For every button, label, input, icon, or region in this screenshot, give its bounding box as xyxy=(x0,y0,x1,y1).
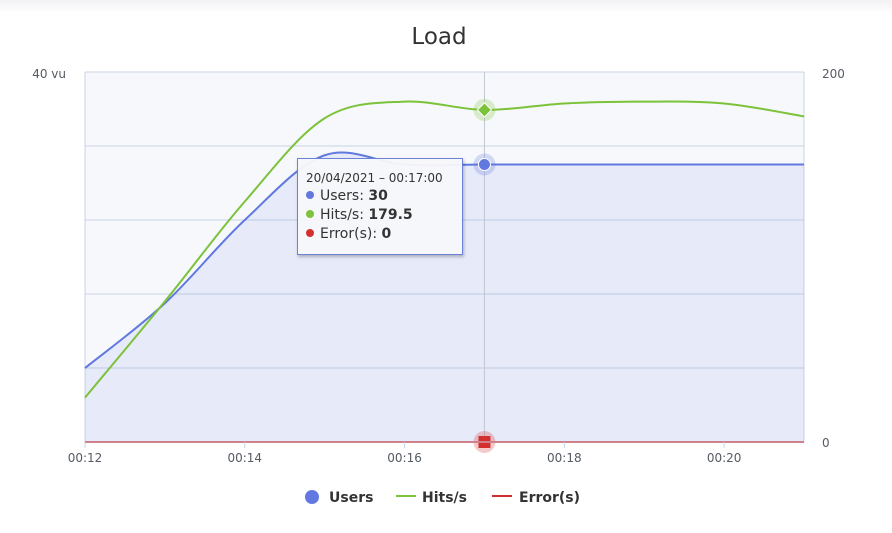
legend-item-users[interactable]: Users xyxy=(305,490,373,506)
x-tick-label: 00:16 xyxy=(387,451,422,465)
tooltip-row-hits: Hits/s: 179.5 xyxy=(306,206,454,225)
legend: Users Hits/s Error(s) xyxy=(305,490,580,506)
series-hits-s-line[interactable] xyxy=(84,100,805,399)
tooltip-errors-label: Error(s) xyxy=(320,226,373,242)
y-left-top-label: 40 vu xyxy=(32,67,66,81)
x-tick-label: 00:20 xyxy=(707,451,742,465)
legend-hits-label: Hits/s xyxy=(422,490,467,506)
x-tick-label: 00:12 xyxy=(68,451,103,465)
tooltip-row-errors: Error(s): 0 xyxy=(306,225,454,244)
series-users-area xyxy=(85,152,804,443)
y-right-tick-200: 200 xyxy=(822,67,845,81)
tooltip-hits-dot xyxy=(306,210,314,218)
top-shadow xyxy=(0,0,892,14)
legend-errors-label: Error(s) xyxy=(519,490,580,506)
x-tick-label: 00:14 xyxy=(227,451,262,465)
legend-users-label: Users xyxy=(329,490,373,506)
tooltip-users-label: Users xyxy=(320,188,360,204)
x-tick-label: 00:18 xyxy=(547,451,582,465)
tooltip-errors-value: 0 xyxy=(381,226,392,242)
plot-background xyxy=(85,72,804,442)
hover-point-users[interactable] xyxy=(477,158,491,171)
tooltip-row-users: Users: 30 xyxy=(306,187,454,206)
tooltip-hits-value: 179.5 xyxy=(368,207,413,223)
tooltip-hits-label: Hits/s xyxy=(320,207,360,223)
legend-item-errors[interactable]: Error(s) xyxy=(492,490,580,506)
tooltip-users-dot xyxy=(306,191,314,199)
tooltip: 20/04/2021 – 00:17:00 Users: 30 Hits/s: … xyxy=(297,158,463,255)
tooltip-errors-dot xyxy=(306,229,314,237)
y-right-tick-0: 0 xyxy=(822,436,830,450)
hover-point-hits-s[interactable] xyxy=(476,102,493,118)
tooltip-header: 20/04/2021 – 00:17:00 xyxy=(306,171,443,185)
chart-title: Load xyxy=(411,24,466,50)
axes-layer: 00:12 00:14 00:16 00:18 00:20 xyxy=(68,441,804,465)
legend-users-marker xyxy=(305,490,319,504)
tooltip-users-value: 30 xyxy=(368,188,388,204)
legend-item-hits[interactable]: Hits/s xyxy=(396,490,467,506)
